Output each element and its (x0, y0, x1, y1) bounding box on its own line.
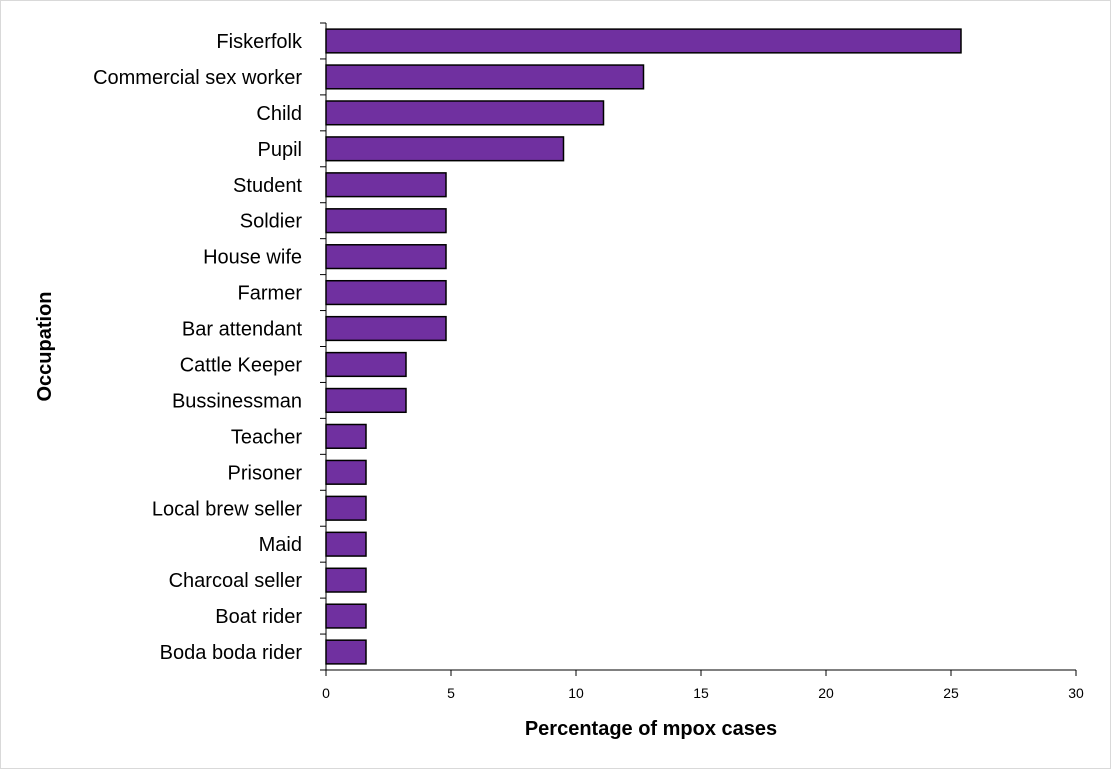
category-label: Child (256, 103, 302, 125)
category-label: Farmer (238, 283, 303, 305)
category-label: Commercial sex worker (93, 67, 302, 89)
x-tick-label: 15 (693, 685, 709, 701)
x-tick-labels: 0 5 10 15 20 25 30 (322, 685, 1084, 701)
bar-pupil (325, 136, 565, 162)
category-labels: Fiskerfolk Commercial sex worker Child Pupi… (93, 31, 303, 664)
category-label: Student (233, 175, 302, 197)
category-label: Soldier (240, 211, 303, 233)
y-axis-title: Occupation (34, 291, 56, 401)
bar-local-brew-seller (325, 495, 367, 521)
category-label: Pupil (258, 139, 302, 161)
category-label: Bussinessman (172, 390, 302, 412)
bar-bussinessman (325, 387, 407, 414)
bar-fiskerfolk (325, 28, 962, 54)
category-label: Maid (259, 534, 302, 556)
x-tick-label: 0 (322, 685, 330, 701)
category-label: House wife (203, 247, 302, 269)
bar-house-wife (325, 244, 447, 270)
bars-group (325, 28, 962, 665)
x-tick-label: 20 (818, 685, 834, 701)
bar-student (325, 172, 447, 198)
category-label: Cattle Keeper (180, 354, 303, 376)
bar-maid (325, 531, 367, 557)
bar-teacher (325, 423, 367, 449)
bar-commercial-sex-worker (325, 64, 645, 90)
bar-charcoal-seller (325, 567, 367, 593)
category-label: Bar attendant (182, 319, 303, 341)
x-tick-label: 10 (568, 685, 584, 701)
bar-farmer (325, 279, 447, 306)
category-label: Teacher (231, 426, 302, 448)
x-tick-label: 25 (943, 685, 959, 701)
bar-boda-boda-rider (325, 639, 367, 665)
bar-child (325, 100, 605, 126)
category-label: Local brew seller (152, 498, 302, 520)
x-tick-label: 30 (1068, 685, 1084, 701)
bar-boat-rider (325, 603, 367, 629)
category-label: Boda boda rider (160, 642, 303, 664)
category-label: Prisoner (228, 462, 303, 484)
x-axis-title: Percentage of mpox cases (525, 718, 777, 740)
bar-soldier (325, 208, 447, 234)
axes-group (320, 22, 1077, 676)
x-tick-label: 5 (447, 685, 455, 701)
category-label: Charcoal seller (169, 570, 303, 592)
category-label: Fiskerfolk (216, 31, 303, 53)
bar-bar-attendant (325, 315, 447, 342)
category-label: Boat rider (215, 606, 302, 628)
bar-cattle-keeper (325, 351, 407, 378)
bar-prisoner (325, 459, 367, 485)
